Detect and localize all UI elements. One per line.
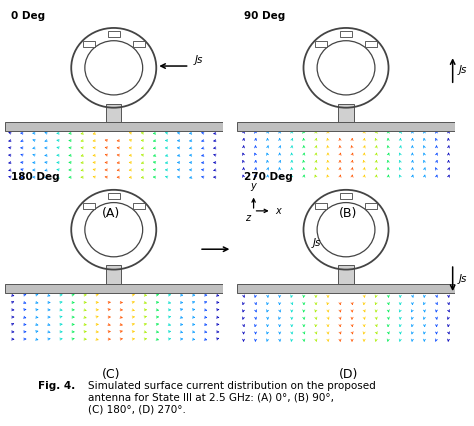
Bar [133,203,145,209]
Bar [340,193,352,199]
Text: (C): (C) [102,368,121,382]
Bar [338,265,354,284]
Text: Simulated surface current distribution on the proposed
antenna for State III at : Simulated surface current distribution o… [88,381,375,414]
Bar [108,193,120,199]
Text: (A): (A) [102,207,120,220]
Text: Js: Js [458,65,467,75]
Bar [237,122,455,131]
Text: x: x [275,206,281,216]
Circle shape [85,41,143,95]
Circle shape [85,203,143,257]
Bar [5,284,223,293]
Bar [5,122,223,131]
Text: 270 Deg: 270 Deg [244,173,292,182]
Text: (D): (D) [339,368,358,382]
Bar [365,41,377,47]
Bar [108,31,120,37]
Bar [106,104,121,122]
Bar [237,284,455,293]
Circle shape [317,41,375,95]
Bar [340,31,352,37]
Text: 90 Deg: 90 Deg [244,11,285,20]
Text: 0 Deg: 0 Deg [11,11,46,20]
Text: Js: Js [194,55,203,65]
Bar [106,265,121,284]
Bar [133,41,145,47]
Bar [315,203,327,209]
Bar [82,41,94,47]
Circle shape [317,203,375,257]
Text: y: y [251,181,256,191]
Text: Js: Js [313,238,321,248]
Text: Js: Js [458,274,467,284]
Text: (B): (B) [339,207,357,220]
Text: 180 Deg: 180 Deg [11,173,60,182]
Bar [82,203,94,209]
Text: Fig. 4.: Fig. 4. [38,381,75,391]
Bar [338,104,354,122]
Bar [365,203,377,209]
Text: z: z [245,213,250,223]
Bar [315,41,327,47]
